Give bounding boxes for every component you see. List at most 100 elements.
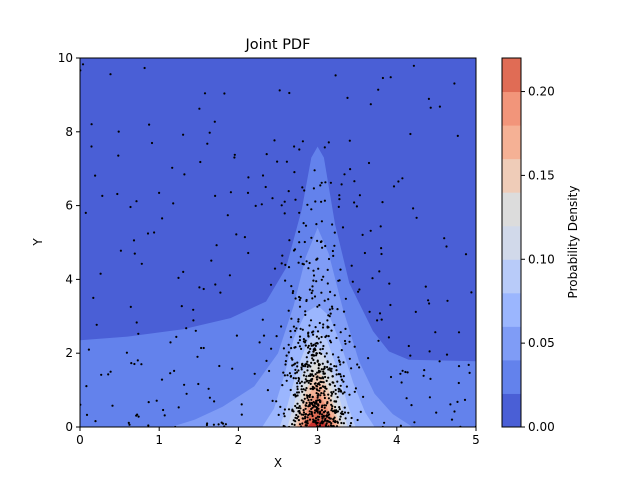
sample-point xyxy=(339,363,342,366)
sample-point xyxy=(346,96,349,99)
sample-point xyxy=(271,197,274,200)
sample-point xyxy=(423,369,426,372)
sample-point xyxy=(303,371,306,374)
sample-point xyxy=(135,200,138,203)
sample-point xyxy=(177,276,180,279)
sample-point xyxy=(273,139,276,142)
sample-point xyxy=(323,406,326,409)
sample-point xyxy=(153,231,156,234)
sample-point xyxy=(316,371,319,374)
sample-point xyxy=(322,370,325,373)
colorbar-tick-label: 0.15 xyxy=(528,168,555,182)
sample-point xyxy=(286,374,289,377)
sample-point xyxy=(320,335,323,339)
sample-point xyxy=(304,224,308,227)
sample-point xyxy=(367,161,371,165)
sample-point xyxy=(453,82,456,85)
sample-point xyxy=(340,349,343,352)
sample-point xyxy=(294,404,297,408)
sample-point xyxy=(330,370,333,373)
sample-point xyxy=(327,376,330,379)
sample-point xyxy=(214,194,217,197)
sample-point xyxy=(304,313,307,316)
colorbar-segment xyxy=(502,326,521,361)
sample-point xyxy=(339,415,342,418)
sample-point xyxy=(283,200,286,203)
sample-point xyxy=(291,358,294,361)
contour-level-10 xyxy=(303,408,332,427)
sample-point xyxy=(311,388,315,391)
sample-point xyxy=(327,314,330,317)
sample-point xyxy=(310,407,313,411)
sample-point xyxy=(449,403,452,406)
sample-point xyxy=(143,66,146,70)
sample-point xyxy=(320,413,324,416)
sample-point xyxy=(109,73,112,76)
sample-point xyxy=(350,367,353,370)
sample-point xyxy=(406,371,409,374)
sample-point xyxy=(322,415,325,418)
sample-point xyxy=(317,337,320,340)
sample-point xyxy=(353,201,356,204)
sample-point xyxy=(326,419,329,422)
sample-point xyxy=(197,382,200,386)
sample-point xyxy=(315,405,318,408)
sample-point xyxy=(281,254,284,257)
sample-point xyxy=(314,373,317,376)
sample-point xyxy=(298,382,302,385)
x-axis: 0 1 2 3 4 5 xyxy=(76,427,480,447)
sample-point xyxy=(327,335,330,338)
sample-point xyxy=(207,387,210,390)
sample-point xyxy=(218,364,221,368)
sample-point xyxy=(399,372,402,375)
sample-point xyxy=(338,408,341,411)
sample-point xyxy=(240,413,243,416)
sample-point xyxy=(331,375,334,378)
sample-point xyxy=(283,415,286,418)
y-axis-label: Y xyxy=(31,238,45,247)
sample-point xyxy=(314,326,317,329)
colorbar-segment xyxy=(502,359,521,394)
sample-point xyxy=(294,368,297,371)
sample-point xyxy=(304,407,307,410)
sample-point xyxy=(340,378,343,381)
sample-point xyxy=(289,388,292,392)
sample-point xyxy=(270,347,273,350)
sample-point xyxy=(315,354,318,357)
sample-point xyxy=(306,419,309,422)
sample-point xyxy=(323,199,326,202)
sample-point xyxy=(275,400,278,403)
sample-point xyxy=(226,214,229,217)
sample-point xyxy=(284,363,287,366)
sample-point xyxy=(325,352,328,355)
sample-point xyxy=(400,381,403,384)
sample-point xyxy=(404,370,407,374)
sample-point xyxy=(312,187,315,190)
sample-point xyxy=(327,414,330,417)
sample-point xyxy=(309,373,312,376)
sample-point xyxy=(380,318,383,321)
sample-point xyxy=(358,288,361,291)
sample-point xyxy=(341,226,345,229)
sample-point xyxy=(215,244,218,247)
sample-point xyxy=(348,334,351,337)
sample-point xyxy=(275,335,278,338)
sample-point xyxy=(219,291,222,294)
sample-point xyxy=(300,380,303,383)
sample-point xyxy=(317,267,320,270)
sample-point xyxy=(307,344,310,347)
colorbar-segment xyxy=(502,259,521,294)
sample-point xyxy=(240,403,243,406)
sample-point xyxy=(160,378,164,381)
sample-point xyxy=(111,404,114,407)
sample-point xyxy=(344,417,347,420)
sample-point xyxy=(308,404,311,407)
sample-point xyxy=(290,347,293,350)
sample-point xyxy=(312,374,315,378)
sample-point xyxy=(127,421,130,424)
sample-point xyxy=(299,255,302,258)
sample-point xyxy=(344,342,347,345)
sample-point xyxy=(94,174,97,177)
sample-point xyxy=(324,335,327,339)
sample-point xyxy=(339,389,342,392)
